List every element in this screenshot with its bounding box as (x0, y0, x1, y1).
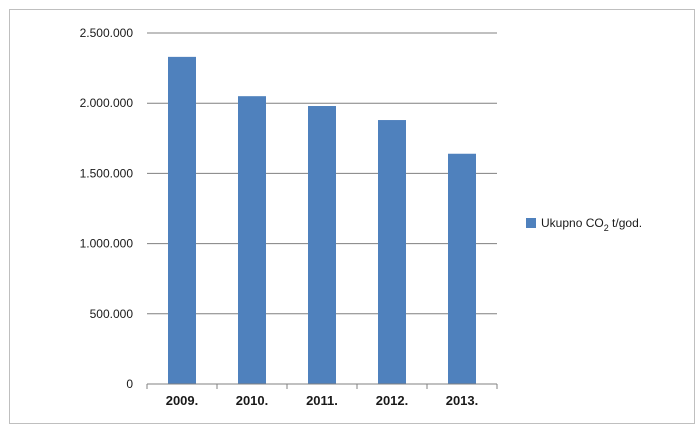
bar (168, 56, 196, 384)
bar (238, 96, 266, 385)
y-tick-label: 2.500.000 (80, 26, 134, 40)
legend-label-suffix: t/god. (609, 216, 642, 230)
y-tick-label: 1.500.000 (80, 166, 134, 180)
x-tick-label: 2010. (236, 393, 269, 408)
bars (168, 56, 476, 385)
legend-label-prefix: Ukupno CO (541, 216, 604, 230)
bar (448, 153, 476, 384)
legend-swatch (526, 218, 536, 228)
legend: Ukupno CO2 t/god. (526, 216, 642, 233)
x-axis-ticks: 2009. 2010. 2011. 2012. 2013. (146, 384, 498, 408)
x-tick-label: 2013. (446, 393, 479, 408)
x-tick-label: 2012. (376, 393, 409, 408)
legend-label: Ukupno CO2 t/god. (541, 216, 642, 233)
chart-frame (9, 9, 695, 424)
y-tick-label: 500.000 (90, 307, 134, 321)
y-axis-ticks: 0 500.000 1.000.000 1.500.000 2.000.000 2.500… (80, 26, 134, 391)
x-tick-label: 2011. (306, 393, 338, 408)
bar (378, 120, 406, 384)
y-tick-label: 1.000.000 (80, 237, 134, 251)
bar (308, 106, 336, 385)
legend-label-subscript: 2 (604, 223, 609, 233)
y-tick-label: 0 (126, 377, 133, 391)
y-tick-label: 2.000.000 (80, 96, 134, 110)
x-tick-label: 2009. (166, 393, 199, 408)
